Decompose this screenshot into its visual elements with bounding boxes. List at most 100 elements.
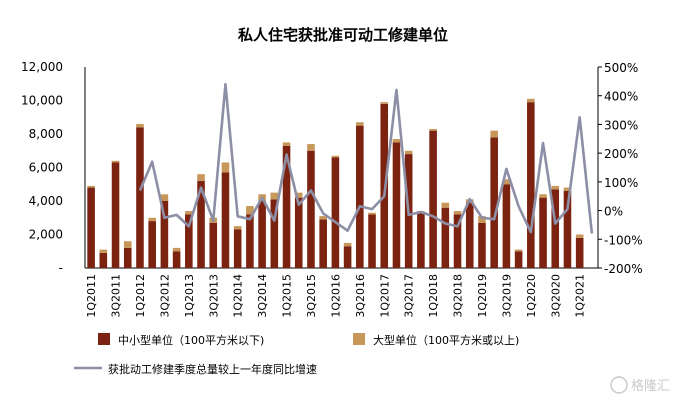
bar-large-unit xyxy=(392,139,401,143)
bar-large-unit xyxy=(502,179,511,185)
bar-large-unit xyxy=(527,98,535,103)
bar-large-unit xyxy=(233,226,242,230)
bar-large-unit xyxy=(404,150,413,155)
bar-small-unit xyxy=(221,172,230,268)
bar-large-unit xyxy=(282,142,291,146)
y-left-tick-label: 12,000 xyxy=(21,60,63,74)
bar-large-unit xyxy=(160,194,169,201)
bar-small-unit xyxy=(465,202,474,268)
bar-small-unit xyxy=(197,180,205,268)
bar-small-unit xyxy=(233,229,242,268)
bar-small-unit xyxy=(294,197,303,268)
x-tick-label: 1Q2015 xyxy=(281,274,294,318)
bar-large-unit xyxy=(539,194,547,198)
x-tick-label: 3Q2013 xyxy=(207,274,220,318)
bar-small-unit xyxy=(502,184,511,268)
bar-large-unit xyxy=(99,249,108,253)
y-right-tick-label: 200% xyxy=(604,147,638,161)
x-tick-label: 3Q2011 xyxy=(110,274,123,318)
x-tick-label: 1Q2016 xyxy=(329,274,342,318)
bar-large-unit xyxy=(197,174,205,181)
y-left-tick-label: 8,000 xyxy=(29,127,63,141)
x-tick-label: 1Q2013 xyxy=(183,274,196,318)
bar-small-unit xyxy=(258,201,266,268)
y-right-tick-label: 100% xyxy=(604,176,638,190)
bar-small-unit xyxy=(417,212,425,268)
bar-large-unit xyxy=(563,187,572,191)
bar-large-unit xyxy=(221,162,230,173)
bar-small-unit xyxy=(563,190,572,268)
bar-small-unit xyxy=(453,214,462,268)
watermark-text: 格隆汇 xyxy=(631,378,670,394)
bar-small-unit xyxy=(392,142,401,268)
bar-large-unit xyxy=(185,211,193,215)
bar-small-unit xyxy=(368,214,376,268)
legend-swatch xyxy=(353,333,365,345)
bar-small-unit xyxy=(123,247,132,268)
bar-small-unit xyxy=(575,237,584,268)
bar-large-unit xyxy=(478,216,486,223)
bar-small-unit xyxy=(209,222,218,268)
x-tick-label: 1Q2021 xyxy=(574,274,587,318)
bar-small-unit xyxy=(87,187,95,268)
bar-large-unit xyxy=(87,185,95,188)
x-tick-label: 3Q2018 xyxy=(452,274,465,318)
bar-large-unit xyxy=(294,192,303,198)
bar-large-unit xyxy=(343,242,352,247)
x-tick-label: 3Q2019 xyxy=(500,274,513,318)
bar-large-unit xyxy=(270,192,279,200)
bar-large-unit xyxy=(490,130,498,138)
bar-large-unit xyxy=(136,123,144,128)
growth-rate-line xyxy=(138,82,594,234)
x-tick-label: 1Q2017 xyxy=(378,274,391,318)
bar-small-unit xyxy=(478,222,486,268)
legend: 中小型单位（100平方米以下) 大型单位（100平方米或以上) 获批动工修建季度总量… xyxy=(74,333,519,376)
y-left-tick-label: - xyxy=(59,261,63,275)
bar-large-unit xyxy=(307,144,315,151)
x-tick-label: 3Q2017 xyxy=(403,274,416,318)
bar-large-unit xyxy=(551,185,560,190)
bar-large-unit xyxy=(319,216,327,220)
bar-large-unit xyxy=(246,206,254,215)
bar-small-unit xyxy=(246,214,254,268)
y-right-tick-label: -100% xyxy=(604,233,643,247)
watermark-logo-icon xyxy=(610,376,628,394)
bar-small-unit xyxy=(514,251,523,268)
x-tick-label: 3Q2015 xyxy=(305,274,318,318)
bar-large-unit xyxy=(368,212,376,215)
y-right-tick-label: 0% xyxy=(604,205,623,219)
legend-label: 获批动工修建季度总量较上一年度同比增速 xyxy=(108,362,317,376)
x-tick-label: 3Q2012 xyxy=(158,274,171,318)
x-tick-label: 3Q2016 xyxy=(354,274,367,318)
bar-large-unit xyxy=(429,128,437,131)
y-left-tick-label: 4,000 xyxy=(29,194,63,208)
x-tick-label: 1Q2011 xyxy=(85,274,98,318)
bar-small-unit xyxy=(331,157,340,268)
bar-small-unit xyxy=(343,246,352,268)
bar-small-unit xyxy=(270,199,279,268)
bar-small-unit xyxy=(160,201,169,268)
y-right-tick-label: 400% xyxy=(604,90,638,104)
bar-small-unit xyxy=(539,197,547,268)
bar-small-unit xyxy=(441,207,450,268)
bar-small-unit xyxy=(356,125,364,268)
y-left-tick-label: 10,000 xyxy=(21,94,63,108)
bar-large-unit xyxy=(123,241,132,248)
x-tick-label: 1Q2019 xyxy=(476,274,489,318)
x-tick-label: 1Q2020 xyxy=(525,274,538,318)
bar-small-unit xyxy=(111,162,120,268)
watermark: 格隆汇 xyxy=(610,376,670,394)
bar-large-unit xyxy=(380,102,389,104)
legend-swatch xyxy=(98,333,110,345)
plot-area: - 2,000 4,000 6,000 8,000 10,000 12,000 -200% -1… xyxy=(21,60,643,318)
bar-small-unit xyxy=(319,219,327,268)
bar-large-unit xyxy=(331,155,340,158)
y-right-tick-label: -200% xyxy=(604,262,643,276)
bar-small-unit xyxy=(185,214,193,268)
y-left-tick-label: 2,000 xyxy=(29,228,63,242)
bar-large-unit xyxy=(453,211,462,215)
y-left-tick-label: 6,000 xyxy=(29,161,63,175)
bar-small-unit xyxy=(99,252,108,268)
x-tick-label: 3Q2020 xyxy=(549,274,562,318)
